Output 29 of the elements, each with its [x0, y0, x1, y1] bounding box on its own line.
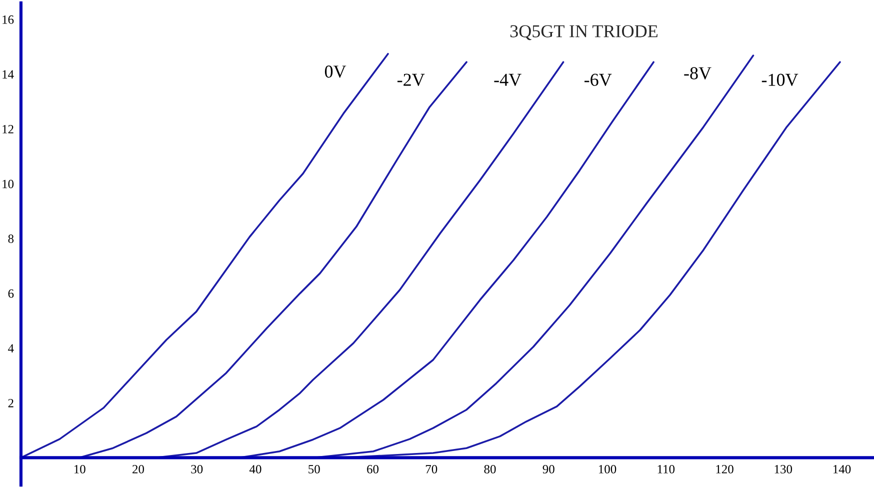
x-tick-label: 140 [833, 464, 851, 474]
x-tick-label: 10 [74, 464, 86, 474]
x-tick-label: 130 [774, 464, 792, 474]
x-tick-label: 50 [308, 464, 320, 474]
series-label: 0V [324, 66, 346, 78]
x-tick-label: 20 [132, 464, 144, 474]
y-tick-label: 8 [8, 234, 14, 243]
x-tick-label: 100 [598, 464, 616, 474]
x-tick-label: 30 [191, 464, 203, 474]
x-tick-label: 40 [249, 464, 262, 474]
x-tick-label: 60 [367, 464, 379, 474]
x-tick-label: 110 [658, 464, 675, 474]
y-tick-label: 6 [8, 289, 14, 298]
series-label: -10V [762, 74, 798, 86]
text: 3Q5GT IN TRIODE [510, 25, 658, 40]
y-tick-label: 14 [2, 70, 14, 78]
y-tick-label: 10 [2, 180, 14, 188]
y-tick-label: 16 [2, 15, 14, 24]
x-tick-label: 90 [542, 464, 554, 474]
x-tick-label: 120 [716, 464, 734, 474]
series-label: -4V [494, 74, 522, 86]
x-tick-label: 80 [484, 464, 496, 474]
y-tick-label: 4 [8, 344, 14, 352]
y-tick-label: 12 [2, 125, 14, 134]
series-label: -8V [684, 67, 712, 80]
x-tick-label: 70 [426, 464, 438, 474]
series-label: -6V [584, 74, 612, 86]
y-tick-label: 2 [8, 398, 14, 408]
series-label: -2V [397, 74, 425, 86]
